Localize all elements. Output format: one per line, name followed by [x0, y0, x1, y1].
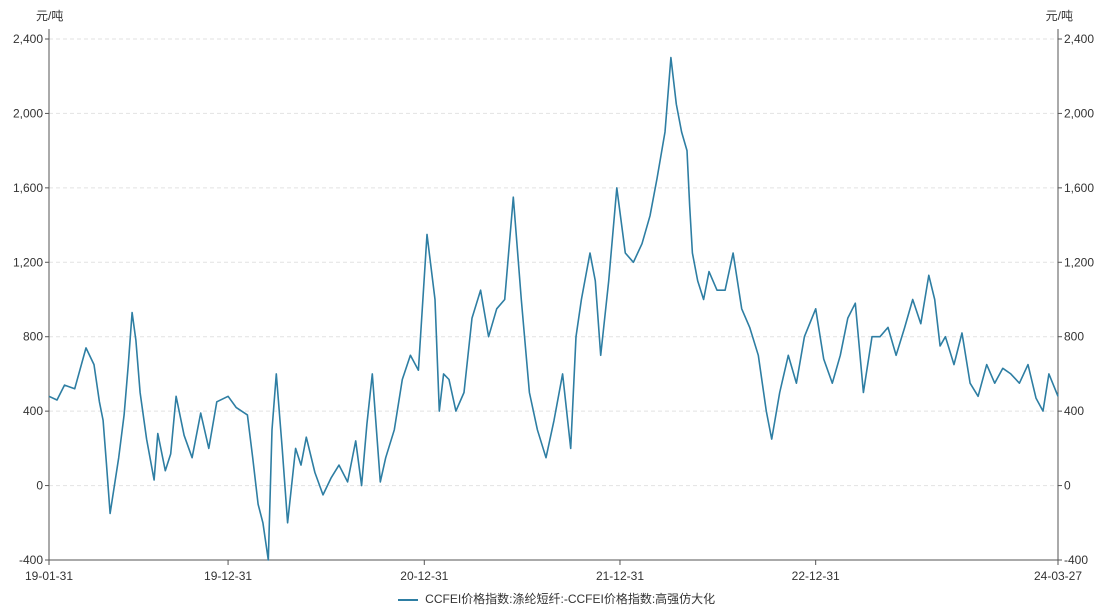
axes — [48, 29, 1059, 561]
y-tick-label-left: -400 — [19, 553, 43, 567]
y-tick-label-left: 2,400 — [13, 32, 43, 46]
legend-series-name: CCFEI价格指数:涤纶短纤:-CCFEI价格指数:高强仿大化 — [425, 592, 716, 606]
y-tick-label-right: 800 — [1064, 330, 1084, 344]
x-tick-label: 19-01-31 — [25, 569, 73, 583]
y-tick-label-left: 400 — [23, 404, 43, 418]
x-tick-label: 24-03-27 — [1034, 569, 1082, 583]
y-tick-label-right: 400 — [1064, 404, 1084, 418]
series-lines — [48, 56, 1059, 561]
y-tick-label-right: 2,400 — [1064, 32, 1094, 46]
x-tick-label: 19-12-31 — [204, 569, 252, 583]
series-line-0 — [48, 56, 1059, 561]
y-tick-label-left: 1,200 — [13, 255, 43, 269]
y-tick-label-left: 2,000 — [13, 106, 43, 120]
y-tick-label-right: 1,600 — [1064, 181, 1094, 195]
x-tick-label: 22-12-31 — [792, 569, 840, 583]
y-tick-label-right: 1,200 — [1064, 255, 1094, 269]
y-axis-right-ticks: -400 0 400 800 1,200 1,600 2,000 2,400 — [1058, 32, 1094, 567]
y-axis-right-unit: 元/吨 — [1045, 9, 1073, 23]
y-tick-label-right: 2,000 — [1064, 106, 1094, 120]
y-axis-left-unit: 元/吨 — [36, 9, 64, 23]
x-axis-ticks: 19-01-31 19-12-31 20-12-31 21-12-31 22-12-31… — [25, 560, 1082, 583]
legend[interactable]: CCFEI价格指数:涤纶短纤:-CCFEI价格指数:高强仿大化 — [0, 590, 1113, 607]
x-tick-label: 20-12-31 — [400, 569, 448, 583]
y-tick-label-left: 0 — [36, 479, 43, 493]
x-tick-label: 21-12-31 — [596, 569, 644, 583]
y-tick-label-right: 0 — [1064, 479, 1071, 493]
y-axis-left-ticks: -400 0 400 800 1,200 1,600 2,000 2,400 — [13, 32, 49, 567]
y-tick-label-left: 800 — [23, 330, 43, 344]
y-tick-label-left: 1,600 — [13, 181, 43, 195]
legend-swatch — [397, 598, 418, 601]
y-tick-label-right: -400 — [1064, 553, 1088, 567]
gridlines — [49, 38, 1058, 561]
